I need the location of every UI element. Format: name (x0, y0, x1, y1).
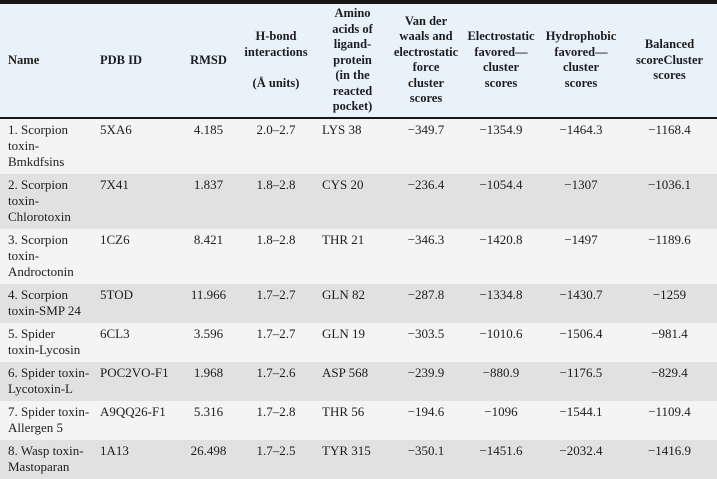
cell-vdw-electrostatic-score: −349.7 (407, 121, 445, 137)
cell-rmsd: 1.837 (193, 176, 224, 192)
cell-vdw-electrostatic-score: −350.1 (407, 442, 445, 458)
cell-name: 4. Scorpion toxin-SMP 24 (8, 286, 81, 318)
column-header-amino-acids: Amino acids of ligand- protein (in the r… (315, 2, 390, 119)
table-row: 5. Spider toxin-Lycosin 6CL3 3.596 1.7–2.7 G… (0, 322, 717, 362)
cell-pdb-id: POC2VO-F1 (100, 364, 169, 380)
cell-amino-acid: THR 21 (322, 231, 365, 247)
column-header-hydrophobic-favored: Hydrophobic favored— cluster scores (540, 2, 622, 119)
cell-hbond-range: 1.7–2.8 (256, 403, 296, 419)
table-row: 4. Scorpion toxin-SMP 24 5TOD 11.966 1.7–2.… (0, 283, 717, 323)
column-header-pdb-id: PDB ID (96, 2, 180, 119)
table-row: 2. Scorpion toxin- Chlorotoxin 7X41 1.837 1… (0, 173, 717, 229)
cell-hydrophobic-cluster-score: −1464.3 (559, 121, 603, 137)
cell-name: 2. Scorpion toxin- Chlorotoxin (8, 176, 71, 224)
cell-hbond-range: 1.8–2.8 (256, 231, 296, 247)
cell-pdb-id: A9QQ26-F1 (100, 403, 166, 419)
cell-vdw-electrostatic-score: −236.4 (407, 176, 445, 192)
cell-rmsd: 4.185 (193, 121, 224, 137)
cell-amino-acid: GLN 82 (322, 286, 365, 302)
cell-pdb-id: 5XA6 (100, 121, 132, 137)
cell-pdb-id: 1CZ6 (100, 231, 130, 247)
cell-name: 5. Spider toxin-Lycosin (8, 325, 81, 357)
table-row: 7. Spider toxin- Allergen 5 A9QQ26-F1 5.31… (0, 400, 717, 440)
cell-balanced-cluster-score: −829.4 (651, 364, 688, 380)
cell-balanced-cluster-score: −1416.9 (647, 442, 692, 458)
table-row: 8. Wasp toxin- Mastoparan 1A13 26.498 1.7–2… (0, 439, 717, 479)
cell-hydrophobic-cluster-score: −1506.4 (559, 325, 603, 341)
cell-balanced-cluster-score: −1259 (652, 286, 687, 302)
cell-pdb-id: 6CL3 (100, 325, 130, 341)
cell-electrostatic-cluster-score: −1420.8 (479, 231, 523, 247)
header-row: Name PDB ID RMSD H-bond interactions (Å … (0, 2, 717, 119)
cell-hydrophobic-cluster-score: −1430.7 (559, 286, 603, 302)
cell-balanced-cluster-score: −981.4 (651, 325, 688, 341)
cell-electrostatic-cluster-score: −1334.8 (479, 286, 523, 302)
cell-name: 3. Scorpion toxin- Androctonin (8, 231, 74, 279)
cell-pdb-id: 1A13 (100, 442, 129, 458)
cell-hydrophobic-cluster-score: −1176.5 (559, 364, 603, 380)
column-header-hbond-interactions: H-bond interactions (Å units) (237, 2, 315, 119)
cell-rmsd: 8.421 (193, 231, 224, 247)
cell-hydrophobic-cluster-score: −1307 (564, 176, 598, 192)
cell-rmsd: 26.498 (190, 442, 227, 458)
cell-hbond-range: 1.7–2.6 (256, 364, 296, 380)
cell-electrostatic-cluster-score: −1054.4 (479, 176, 523, 192)
column-header-rmsd: RMSD (180, 2, 237, 119)
cell-name: 6. Spider toxin- Lycotoxin-L (8, 364, 90, 396)
column-header-electrostatic-favored: Electrostatic favored— cluster scores (462, 2, 540, 119)
cell-hydrophobic-cluster-score: −1497 (564, 231, 598, 247)
cell-hydrophobic-cluster-score: −2032.4 (559, 442, 603, 458)
column-header-vdw-electrostatic: Van der waals and electrostatic force cl… (390, 2, 462, 119)
cell-rmsd: 3.596 (193, 325, 224, 341)
cell-hbond-range: 1.7–2.7 (256, 286, 296, 302)
cell-vdw-electrostatic-score: −287.8 (407, 286, 445, 302)
cell-electrostatic-cluster-score: −1096 (484, 403, 518, 419)
cell-hbond-range: 1.7–2.5 (256, 442, 296, 458)
cell-vdw-electrostatic-score: −239.9 (407, 364, 445, 380)
column-header-balanced-score: Balanced scoreCluster scores (622, 2, 717, 119)
cell-balanced-cluster-score: −1036.1 (647, 176, 692, 192)
table-row: 1. Scorpion toxin- Bmkdfsins 5XA6 4.185 2.0… (0, 117, 717, 174)
cell-amino-acid: CYS 20 (322, 176, 364, 192)
table-row: 6. Spider toxin- Lycotoxin-L POC2VO-F1 1.9… (0, 361, 717, 401)
cell-pdb-id: 5TOD (100, 286, 133, 302)
cell-balanced-cluster-score: −1189.6 (648, 231, 691, 247)
cell-rmsd: 11.966 (190, 286, 227, 302)
cell-vdw-electrostatic-score: −194.6 (407, 403, 445, 419)
cell-hbond-range: 2.0–2.7 (256, 121, 296, 137)
cell-amino-acid: TYR 315 (322, 442, 371, 458)
cell-name: 1. Scorpion toxin- Bmkdfsins (8, 121, 68, 169)
cell-pdb-id: 7X41 (100, 176, 129, 192)
cell-electrostatic-cluster-score: −880.9 (482, 364, 520, 380)
cell-amino-acid: LYS 38 (322, 121, 362, 137)
cell-electrostatic-cluster-score: −1010.6 (479, 325, 523, 341)
column-header-name: Name (0, 2, 96, 119)
cell-electrostatic-cluster-score: −1451.6 (479, 442, 523, 458)
cell-hydrophobic-cluster-score: −1544.1 (559, 403, 603, 419)
cell-rmsd: 1.968 (193, 364, 224, 380)
table-body: 1. Scorpion toxin- Bmkdfsins 5XA6 4.185 2.0… (0, 117, 717, 479)
cell-vdw-electrostatic-score: −303.5 (407, 325, 445, 341)
cell-name: 7. Spider toxin- Allergen 5 (8, 403, 90, 435)
cell-amino-acid: ASP 568 (322, 364, 369, 380)
table-row: 3. Scorpion toxin- Androctonin 1CZ6 8.421 1… (0, 228, 717, 284)
cell-rmsd: 5.316 (193, 403, 224, 419)
cell-hbond-range: 1.7–2.7 (256, 325, 296, 341)
cell-amino-acid: GLN 19 (322, 325, 365, 341)
cell-hbond-range: 1.8–2.8 (256, 176, 296, 192)
cell-vdw-electrostatic-score: −346.3 (407, 231, 445, 247)
cell-amino-acid: THR 56 (322, 403, 365, 419)
cell-balanced-cluster-score: −1168.4 (648, 121, 691, 137)
cell-balanced-cluster-score: −1109.4 (648, 403, 691, 419)
cell-electrostatic-cluster-score: −1354.9 (479, 121, 523, 137)
table-header: Name PDB ID RMSD H-bond interactions (Å … (0, 2, 717, 119)
cell-name: 8. Wasp toxin- Mastoparan (8, 442, 84, 474)
